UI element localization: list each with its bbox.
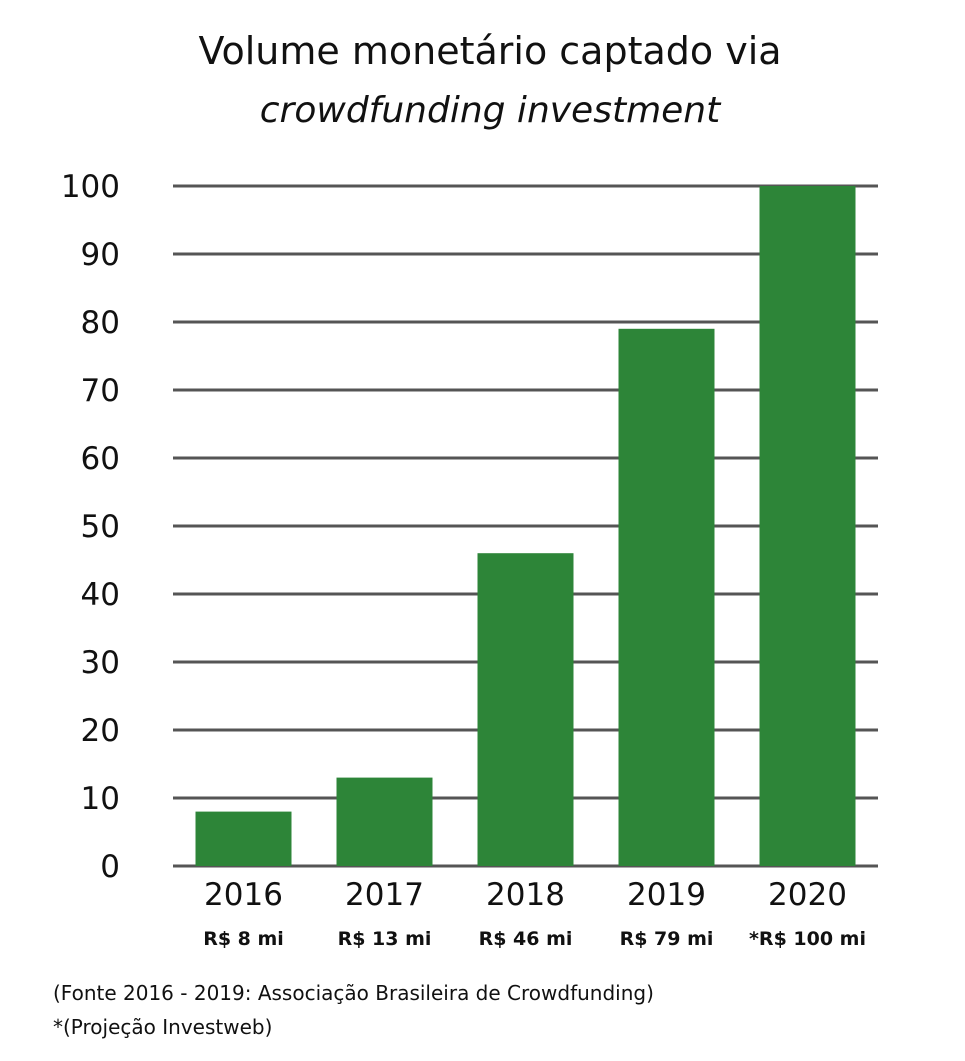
y-axis-ticks: 0 10 20 30 40 50 60 70 80 90 100 — [61, 169, 120, 885]
chart-subtitle: crowdfunding investment — [260, 90, 722, 131]
y-tick-label-40: 40 — [81, 577, 120, 613]
x-tick-label-2018: 2018 — [486, 877, 565, 913]
y-tick-label-70: 70 — [81, 373, 120, 409]
y-tick-label-30: 30 — [81, 645, 120, 681]
bar-2016 — [195, 811, 292, 866]
x-tick-label-2017: 2017 — [345, 877, 424, 913]
bar-2019 — [618, 328, 715, 866]
data-labels: R$ 8 mi R$ 13 mi R$ 46 mi R$ 79 mi *R$ 100 m… — [203, 928, 866, 950]
x-axis-ticks: 2016 2017 2018 2019 2020 — [204, 877, 847, 913]
y-tick-label-20: 20 — [81, 713, 120, 749]
y-tick-label-80: 80 — [81, 305, 120, 341]
bar-2017 — [336, 777, 433, 866]
projection-note: *(Projeção Investweb) — [53, 1015, 273, 1039]
x-tick-label-2019: 2019 — [627, 877, 706, 913]
bar-2018 — [477, 553, 574, 866]
y-tick-label-50: 50 — [81, 509, 120, 545]
data-label-2016: R$ 8 mi — [203, 928, 284, 950]
data-label-2020: *R$ 100 mi — [749, 928, 866, 950]
data-label-2017: R$ 13 mi — [338, 928, 432, 950]
data-label-2018: R$ 46 mi — [479, 928, 573, 950]
bar-2020 — [759, 186, 856, 866]
y-tick-label-60: 60 — [81, 441, 120, 477]
y-tick-label-0: 0 — [100, 849, 120, 885]
y-tick-label-100: 100 — [61, 169, 120, 205]
source-note: (Fonte 2016 - 2019: Associação Brasileir… — [53, 981, 654, 1005]
x-tick-label-2016: 2016 — [204, 877, 283, 913]
y-tick-label-10: 10 — [81, 781, 120, 817]
x-tick-label-2020: 2020 — [768, 877, 847, 913]
y-tick-label-90: 90 — [81, 237, 120, 273]
chart-title: Volume monetário captado via — [198, 29, 781, 73]
data-label-2019: R$ 79 mi — [620, 928, 714, 950]
bars — [195, 186, 856, 866]
